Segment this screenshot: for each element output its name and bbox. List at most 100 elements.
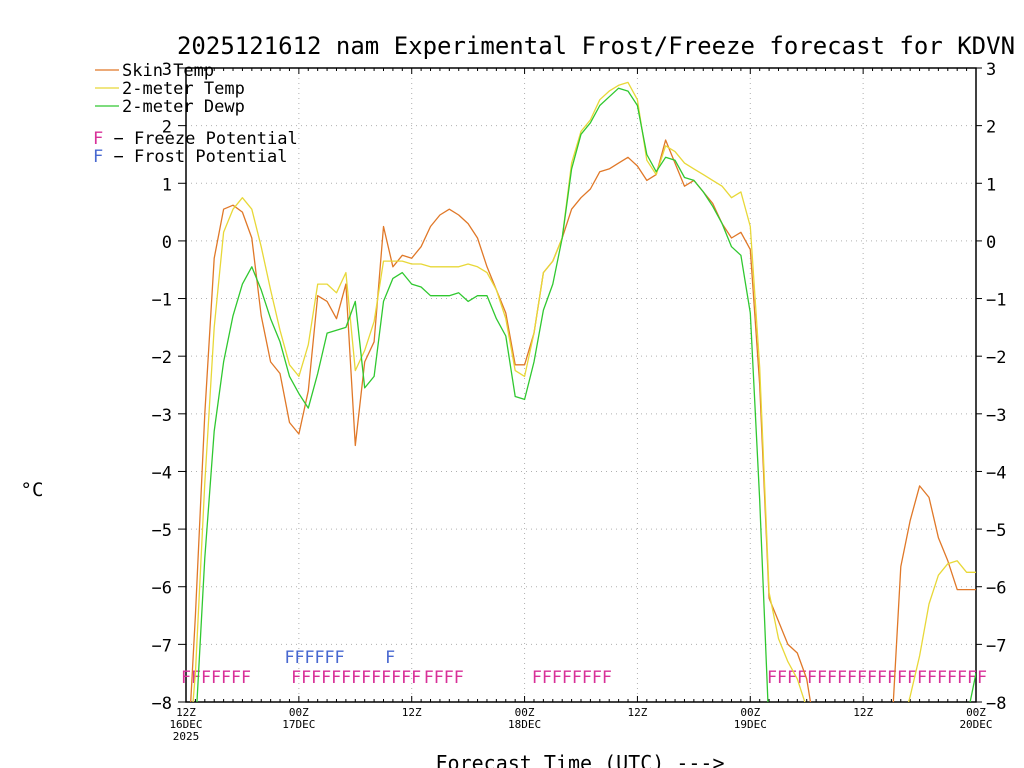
potential-marker: F (967, 668, 977, 688)
potential-marker: F (221, 668, 231, 688)
y-tick-label: −2 (152, 348, 172, 368)
potential-marker: F (787, 668, 797, 688)
potential-marker: F (341, 668, 351, 688)
y-tick-label: 2 (162, 118, 172, 138)
potential-marker: F (371, 668, 381, 688)
y-tick-label-right: 1 (986, 175, 996, 195)
y-tick-label-right: −2 (986, 348, 1006, 368)
x-tick-label: 12Z (853, 706, 873, 719)
potential-marker: F (201, 668, 211, 688)
potential-marker: F (231, 668, 241, 688)
x-tick-label: 20DEC (959, 718, 992, 731)
potential-marker: F (867, 668, 877, 688)
potential-marker: F (817, 668, 827, 688)
series-line (196, 87, 976, 702)
legend-potential: F − Frost Potential (93, 147, 287, 167)
potential-marker: F (424, 668, 434, 688)
potential-marker: F (592, 668, 602, 688)
potential-marker: F (335, 648, 345, 668)
potential-marker: F (444, 668, 454, 688)
y-tick-label-right: −8 (986, 694, 1006, 714)
x-tick-label: 00Z (289, 706, 309, 719)
x-tick-label: 00Z (740, 706, 760, 719)
potential-marker: F (857, 668, 867, 688)
y-tick-label: −8 (152, 694, 172, 714)
potential-marker: F (917, 668, 927, 688)
series-lines (190, 81, 976, 702)
potential-marker: F (381, 668, 391, 688)
potential-marker: F (361, 668, 371, 688)
series-line (192, 81, 976, 702)
potential-marker: F (411, 668, 421, 688)
x-tick-label: 12Z (627, 706, 647, 719)
y-tick-label-right: −3 (986, 406, 1006, 426)
potential-marker: F (181, 668, 191, 688)
y-tick-label-right: −5 (986, 521, 1006, 541)
x-tick-label: 00Z (966, 706, 986, 719)
potential-marker: F (385, 648, 395, 668)
y-tick-label-right: −6 (986, 579, 1006, 599)
y-tick-label: −7 (152, 636, 172, 656)
x-tick-label: 18DEC (508, 718, 541, 731)
potential-marker: F (907, 668, 917, 688)
y-tick-label-right: 3 (986, 60, 996, 80)
legend-entry: Skin Temp (122, 61, 214, 81)
y-tick-label: 0 (162, 233, 172, 253)
x-tick-label: 17DEC (282, 718, 315, 731)
potential-marker: F (937, 668, 947, 688)
y-tick-label: −1 (152, 291, 172, 311)
potential-marker: F (777, 668, 787, 688)
y-axis: 3 3 2 2 1 1 0 0 −1 −1 −2 −2 −3 −3 −4 −4 −5 −5 −6 −6 −7 −7 −8 −8 (152, 60, 1007, 714)
y-tick-label-right: 0 (986, 233, 996, 253)
chart-title: 2025121612 nam Experimental Frost/Freeze… (177, 32, 1015, 60)
x-tick-label: 16DEC (169, 718, 202, 731)
legend-potential: F − Freeze Potential (93, 129, 298, 149)
potential-marker: F (887, 668, 897, 688)
potential-marker: F (847, 668, 857, 688)
grid (185, 67, 977, 703)
potential-marker: F (315, 648, 325, 668)
x-axis-label: Forecast Time (UTC) ---> (436, 751, 725, 768)
y-tick-label-right: −4 (986, 463, 1006, 483)
y-tick-label: 3 (162, 60, 172, 80)
potential-marker: F (927, 668, 937, 688)
potential-marker: F (305, 648, 315, 668)
potential-marker: F (542, 668, 552, 688)
y-tick-label-right: 2 (986, 118, 996, 138)
x-tick-label: 00Z (515, 706, 535, 719)
potential-marker: F (562, 668, 572, 688)
potential-marker: F (827, 668, 837, 688)
x-tick-label: 2025 (173, 730, 200, 743)
potential-marker: F (325, 648, 335, 668)
potential-marker: F (291, 668, 301, 688)
potential-marker: F (285, 648, 295, 668)
potential-marker: F (877, 668, 887, 688)
potential-marker: F (797, 668, 807, 688)
x-tick-label: 12Z (402, 706, 422, 719)
potential-marker: F (295, 648, 305, 668)
potential-marker: F (552, 668, 562, 688)
potential-marker: F (211, 668, 221, 688)
potential-marker: F (391, 668, 401, 688)
potential-marker: F (837, 668, 847, 688)
potential-marker: F (321, 668, 331, 688)
potential-marker: F (191, 668, 201, 688)
y-tick-label-right: −7 (986, 636, 1006, 656)
potential-marker: F (977, 668, 987, 688)
y-tick-label: 1 (162, 175, 172, 195)
potential-marker: F (767, 668, 777, 688)
y-tick-label: −6 (152, 579, 172, 599)
x-tick-label: 12Z (176, 706, 196, 719)
potential-marker: F (532, 668, 542, 688)
x-tick-label: 19DEC (734, 718, 767, 731)
legend-entry: 2-meter Temp (122, 79, 245, 99)
potential-marker: F (241, 668, 251, 688)
potential-marker: F (311, 668, 321, 688)
y-tick-label: −3 (152, 406, 172, 426)
y-axis-label: °C (21, 479, 44, 501)
potential-marker: F (331, 668, 341, 688)
